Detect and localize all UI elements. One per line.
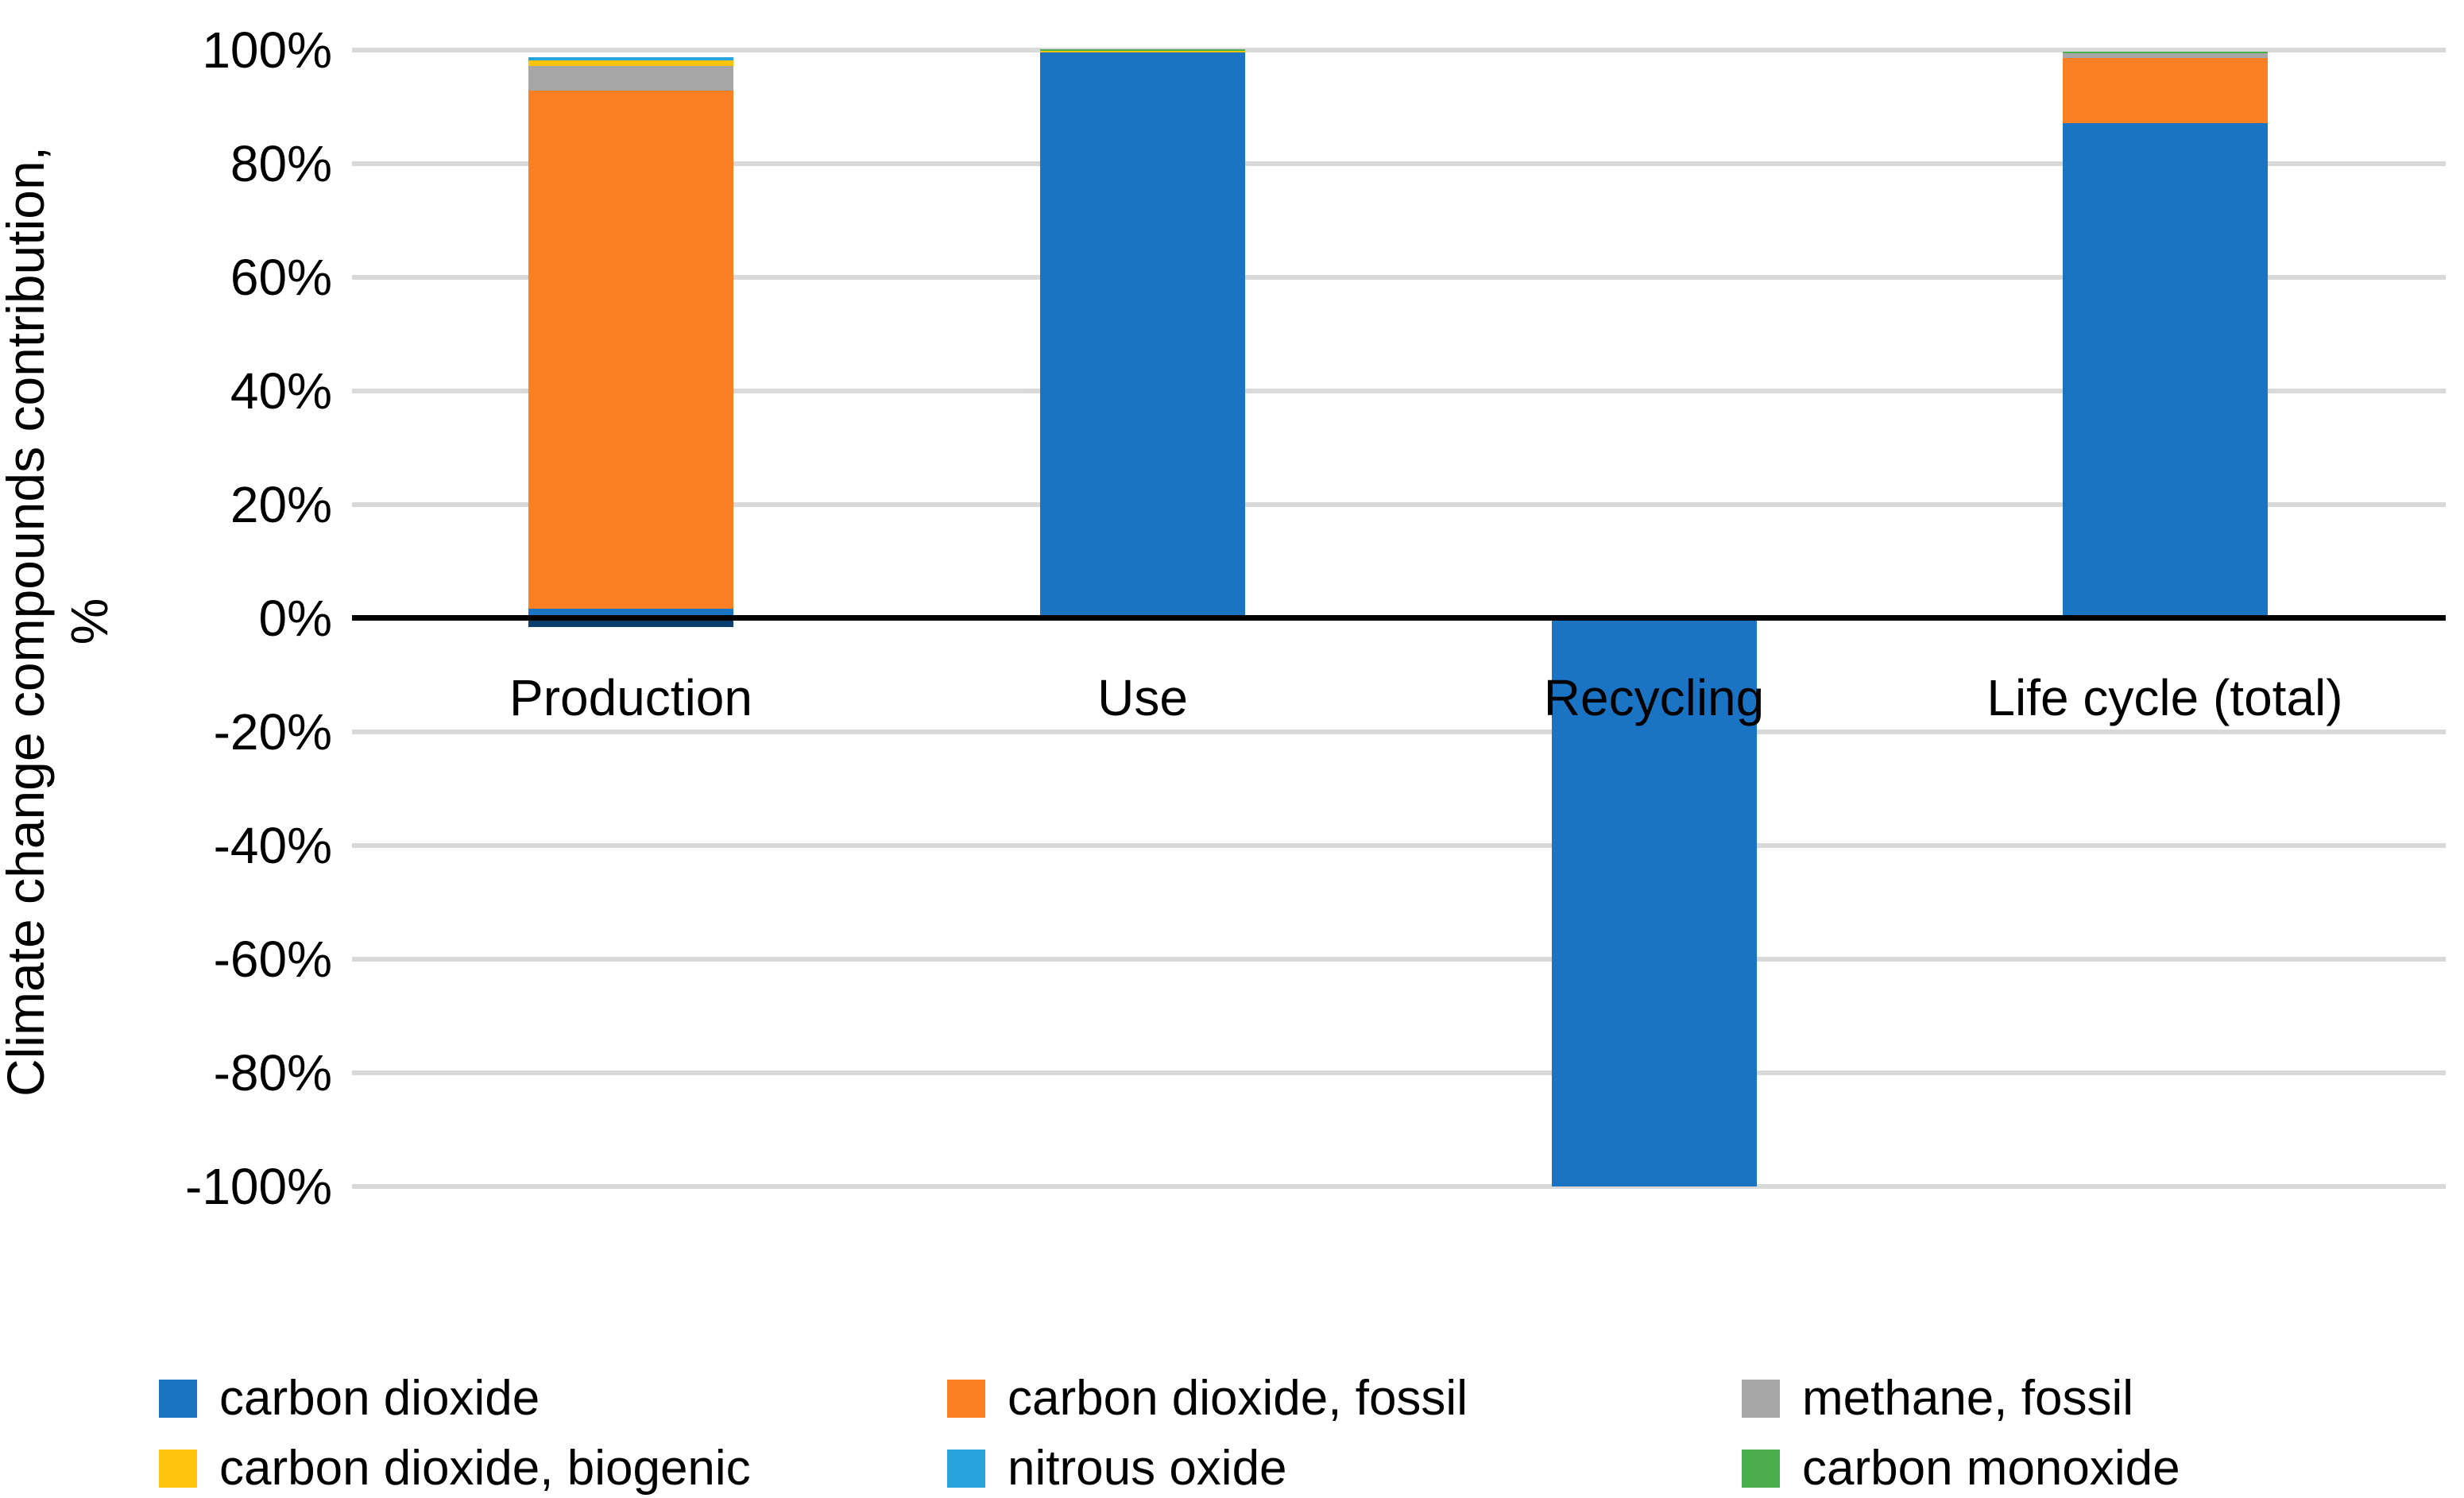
legend-swatch-icon bbox=[1742, 1450, 1780, 1488]
legend-label: carbon monoxide bbox=[1802, 1441, 2180, 1496]
bar-segment-carbon-dioxide-biogenic bbox=[528, 60, 733, 66]
bar-segment-nitrous-oxide bbox=[528, 56, 733, 61]
gridline bbox=[352, 47, 2446, 52]
legend-item: carbon dioxide, fossil bbox=[947, 1373, 1468, 1424]
bar-segment-methane-fossil bbox=[528, 65, 733, 91]
y-tick-label: -20% bbox=[213, 703, 332, 761]
legend-label: carbon dioxide, biogenic bbox=[219, 1441, 751, 1496]
legend-label: carbon dioxide, fossil bbox=[1008, 1371, 1468, 1426]
legend-item: methane, fossil bbox=[1742, 1373, 2133, 1424]
legend-swatch-icon bbox=[159, 1450, 197, 1488]
gridline bbox=[352, 388, 2446, 393]
y-tick-label: 60% bbox=[230, 248, 332, 306]
gridline bbox=[352, 956, 2446, 962]
legend-item: carbon dioxide bbox=[159, 1373, 540, 1424]
x-category-label: Life cycle (total) bbox=[1986, 669, 2343, 726]
gridline bbox=[352, 729, 2446, 734]
bar-segment-carbon-dioxide bbox=[2062, 123, 2268, 618]
bar-segment-carbon-monoxide bbox=[1040, 48, 1245, 51]
legend-swatch-icon bbox=[159, 1380, 197, 1418]
bar-segment-carbon-monoxide bbox=[2062, 51, 2268, 53]
y-tick-label: 80% bbox=[230, 134, 332, 192]
gridline bbox=[352, 842, 2446, 848]
bar-segment-carbon-dioxide bbox=[528, 617, 733, 627]
legend-swatch-icon bbox=[947, 1450, 985, 1488]
legend-swatch-icon bbox=[947, 1380, 985, 1418]
bar-segment-methane-fossil bbox=[2062, 52, 2268, 58]
y-tick-label: 40% bbox=[230, 362, 332, 420]
bar-segment-carbon-dioxide-fossil bbox=[528, 90, 733, 610]
y-tick-label: -40% bbox=[213, 816, 332, 874]
gridline bbox=[352, 274, 2446, 280]
legend-item: carbon dioxide, biogenic bbox=[159, 1443, 751, 1494]
y-tick-label: -100% bbox=[185, 1157, 332, 1215]
y-tick-label: -60% bbox=[213, 930, 332, 988]
y-tick-label: 0% bbox=[258, 589, 333, 647]
x-axis-line bbox=[352, 615, 2446, 621]
legend-label: methane, fossil bbox=[1802, 1371, 2133, 1426]
gridline bbox=[352, 1183, 2446, 1189]
x-category-label: Use bbox=[1097, 669, 1188, 726]
bar-segment-carbon-dioxide bbox=[528, 609, 733, 618]
y-tick-label: 20% bbox=[230, 475, 332, 533]
legend-item: carbon monoxide bbox=[1742, 1443, 2180, 1494]
gridline bbox=[352, 1070, 2446, 1075]
legend-item: nitrous oxide bbox=[947, 1443, 1287, 1494]
gridline bbox=[352, 501, 2446, 507]
x-category-label: Production bbox=[509, 669, 752, 726]
legend-label: carbon dioxide bbox=[219, 1371, 540, 1426]
bar-segment-carbon-dioxide bbox=[1040, 52, 1245, 618]
gridline bbox=[352, 161, 2446, 166]
y-tick-label: 100% bbox=[202, 21, 332, 79]
legend-label: nitrous oxide bbox=[1008, 1441, 1287, 1496]
x-category-label: Recycling bbox=[1543, 669, 1765, 726]
bar-segment-carbon-dioxide-fossil bbox=[2062, 57, 2268, 124]
bar-segment-carbon-dioxide bbox=[1551, 617, 1757, 1186]
legend-swatch-icon bbox=[1742, 1380, 1780, 1418]
y-tick-label: -80% bbox=[213, 1043, 332, 1101]
bar-segment-carbon-dioxide-biogenic bbox=[1040, 50, 1245, 53]
